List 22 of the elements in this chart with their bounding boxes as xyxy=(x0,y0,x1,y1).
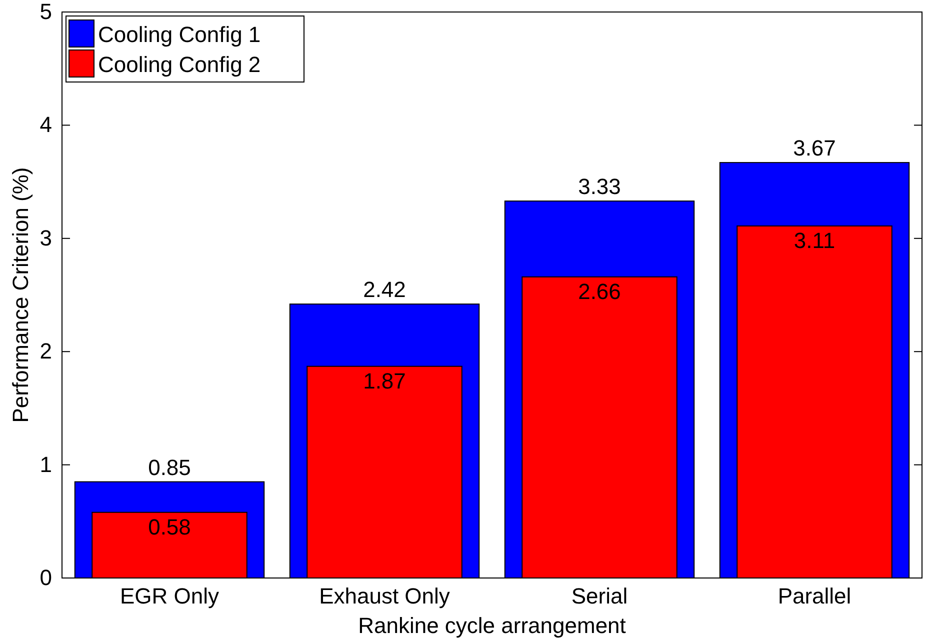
y-tick-label: 2 xyxy=(40,338,52,364)
y-tick-label: 4 xyxy=(40,112,52,138)
x-tick-label: Parallel xyxy=(778,584,852,609)
legend-label: Cooling Config 1 xyxy=(98,22,261,47)
x-tick-label: EGR Only xyxy=(120,584,220,609)
y-tick-label: 0 xyxy=(40,565,52,590)
data-label: 3.33 xyxy=(578,174,621,200)
data-label: 2.66 xyxy=(578,278,621,304)
data-label: 0.58 xyxy=(148,514,191,540)
y-tick-label: 3 xyxy=(40,225,52,250)
data-label: 2.42 xyxy=(363,277,406,302)
data-label: 0.85 xyxy=(148,454,191,480)
x-tick-label: Serial xyxy=(571,584,628,609)
y-tick-label: 1 xyxy=(40,452,52,477)
legend-label: Cooling Config 2 xyxy=(98,52,261,77)
data-label: 3.11 xyxy=(794,228,836,253)
x-axis-title: Rankine cycle arrangement xyxy=(358,613,626,638)
y-axis-title: Performance Criterion (%) xyxy=(8,167,33,423)
y-tick-label: 5 xyxy=(40,0,52,24)
data-label: 3.67 xyxy=(793,136,836,161)
data-label: 1.87 xyxy=(363,368,406,394)
x-tick-label: Exhaust Only xyxy=(319,584,450,609)
